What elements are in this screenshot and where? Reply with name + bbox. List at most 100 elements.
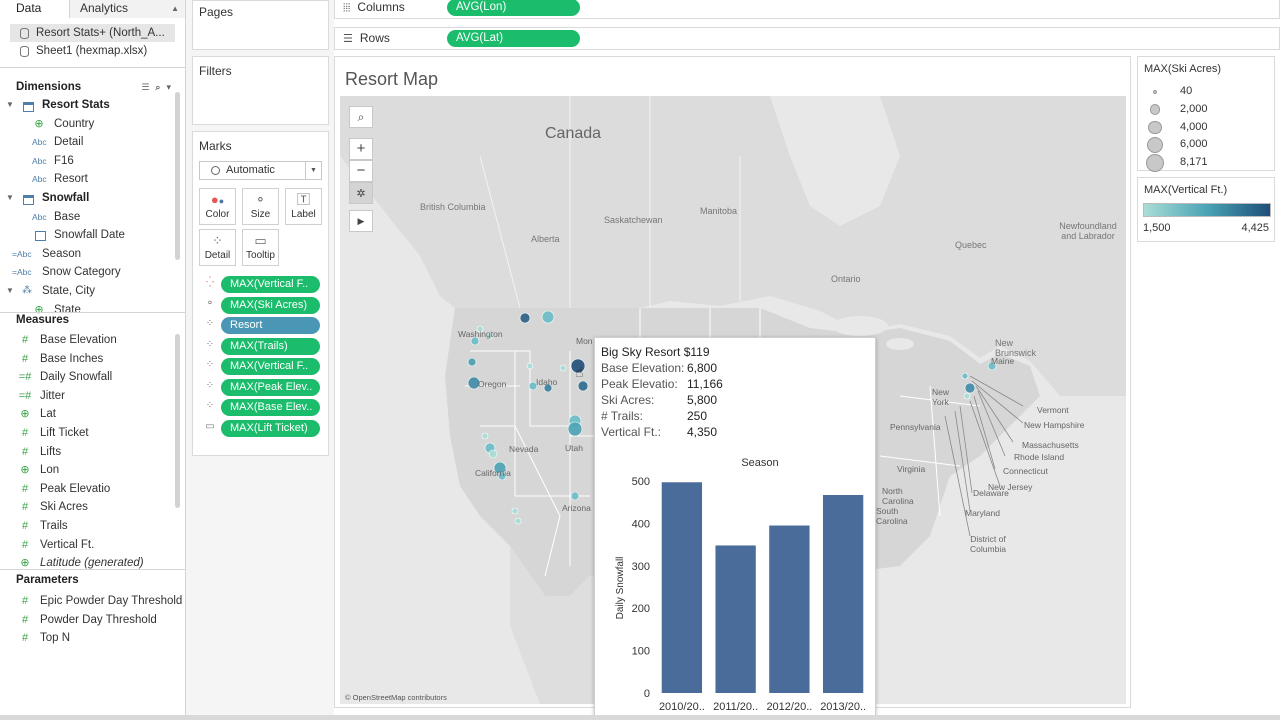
tab-data[interactable]: Data xyxy=(0,0,70,18)
marks-pill[interactable]: MAX(Peak Elev.. xyxy=(221,378,320,396)
field-lat[interactable]: ⊕ Lat xyxy=(0,405,186,424)
collapse-toggle-icon[interactable]: ▼ xyxy=(6,285,14,295)
resort-mark[interactable] xyxy=(481,432,489,440)
resort-mark[interactable] xyxy=(514,517,522,525)
zoom-in-button[interactable]: + xyxy=(349,138,373,160)
resort-mark[interactable] xyxy=(488,449,498,459)
datasource-resort-stats[interactable]: Resort Stats+ (North_A... xyxy=(10,24,175,42)
tooltip-icon[interactable]: ▭ xyxy=(205,420,215,432)
resort-mark[interactable] xyxy=(987,361,997,371)
field-resort[interactable]: Abc Resort xyxy=(0,170,185,189)
field-snowfall-date[interactable]: Snowfall Date xyxy=(0,226,185,245)
field-snow-category[interactable]: =Abc Snow Category xyxy=(0,263,185,282)
tooltip-button[interactable]: ▭ Tooltip xyxy=(242,229,279,266)
size-legend-item[interactable]: 6,000 xyxy=(1144,136,1264,154)
caret-icon[interactable]: ▲ xyxy=(171,4,179,13)
field-powder-day-threshold[interactable]: # Powder Day Threshold xyxy=(0,611,186,630)
resort-mark[interactable] xyxy=(528,381,538,391)
chevron-down-icon[interactable]: ▼ xyxy=(305,162,321,179)
columns-shelf[interactable]: ⦙⦙⦙ Columns AVG(Lon) xyxy=(334,0,1280,19)
resort-mark[interactable] xyxy=(470,336,480,346)
field-vertical-ft[interactable]: # Vertical Ft. xyxy=(0,536,186,555)
resort-mark[interactable] xyxy=(486,332,494,340)
dimensions-tools[interactable]: ☰⌕▾ xyxy=(141,82,177,92)
marks-pill[interactable]: MAX(Lift Ticket) xyxy=(221,419,320,437)
detail-icon[interactable]: ⁘ xyxy=(205,379,215,391)
field-top-n[interactable]: # Top N xyxy=(0,629,186,648)
marks-pill[interactable]: MAX(Trails) xyxy=(221,337,320,355)
size-legend-item[interactable]: 40 xyxy=(1144,83,1264,101)
field-country[interactable]: ⊕ Country xyxy=(0,115,185,134)
resort-mark[interactable] xyxy=(961,372,969,380)
rows-shelf[interactable]: ☰ Rows AVG(Lat) xyxy=(334,27,1280,50)
field-lon[interactable]: ⊕ Lon xyxy=(0,461,186,480)
reset-map-button[interactable]: ✲ xyxy=(349,182,373,204)
field-detail[interactable]: Abc Detail xyxy=(0,133,185,152)
field-base-elevation[interactable]: # Base Elevation xyxy=(0,331,186,350)
resort-mark[interactable] xyxy=(963,392,971,400)
dimensions-scrollbar[interactable] xyxy=(175,92,180,260)
tab-analytics[interactable]: Analytics ▲ xyxy=(70,0,185,18)
field-f16[interactable]: Abc F16 xyxy=(0,152,185,171)
datasource-hexmap[interactable]: Sheet1 (hexmap.xlsx) xyxy=(10,42,175,60)
resort-mark[interactable] xyxy=(511,507,519,515)
size-legend[interactable]: MAX(Ski Acres) 40 2,000 4,000 6,000 8,171 xyxy=(1137,56,1275,173)
marks-pill[interactable]: MAX(Vertical F.. xyxy=(221,358,320,375)
rows-pill[interactable]: AVG(Lat) xyxy=(447,30,580,47)
field-season[interactable]: =Abc Season xyxy=(0,245,185,264)
detail-icon[interactable]: ⁘ xyxy=(205,400,215,411)
size-icon[interactable]: ⚬ xyxy=(205,297,215,309)
field-base[interactable]: Abc Base xyxy=(0,208,185,227)
resort-mark[interactable] xyxy=(570,491,580,501)
field-peak-elevatio[interactable]: # Peak Elevatio xyxy=(0,480,186,499)
color-button[interactable]: ●● Color xyxy=(199,188,236,225)
size-legend-item[interactable]: 4,000 xyxy=(1144,119,1264,137)
resort-mark[interactable] xyxy=(567,421,583,437)
collapse-toggle-icon[interactable]: ▼ xyxy=(6,100,14,109)
mark-type-select[interactable]: Automatic ▼ xyxy=(199,161,322,180)
size-button[interactable]: ⚬ Size xyxy=(242,188,279,225)
color-legend[interactable]: MAX(Vertical Ft.) 1,500 4,425 xyxy=(1137,177,1275,242)
pages-card[interactable]: Pages xyxy=(192,0,329,50)
field-state-city[interactable]: ▼ ⁂ State, City xyxy=(0,282,185,301)
collapse-toggle-icon[interactable]: ▼ xyxy=(6,192,14,202)
field-latitude-generated[interactable]: ⊕ Latitude (generated) xyxy=(0,554,186,573)
field-trails[interactable]: # Trails xyxy=(0,517,186,536)
bottom-scrollbar[interactable] xyxy=(0,715,1280,720)
marks-pill[interactable]: Resort xyxy=(221,317,320,334)
color-icon[interactable]: ⁛ xyxy=(206,277,214,288)
field-jitter[interactable]: =# Jitter xyxy=(0,387,186,406)
resort-mark[interactable] xyxy=(964,382,976,394)
resort-mark[interactable] xyxy=(541,310,555,324)
size-legend-item[interactable]: 8,171 xyxy=(1144,154,1264,173)
field-lift-ticket[interactable]: # Lift Ticket xyxy=(0,424,186,443)
columns-pill[interactable]: AVG(Lon) xyxy=(447,0,580,16)
resort-mark[interactable] xyxy=(577,380,589,392)
filters-card[interactable]: Filters xyxy=(192,56,329,125)
resort-mark[interactable] xyxy=(467,376,481,390)
resort-mark[interactable] xyxy=(467,357,477,367)
resort-mark[interactable] xyxy=(526,362,534,370)
field-resort-stats[interactable]: ▼ Resort Stats xyxy=(0,96,185,115)
resort-mark[interactable] xyxy=(570,358,586,374)
detail-icon[interactable]: ⁘ xyxy=(205,359,215,370)
map-search-button[interactable]: ⌕ xyxy=(349,106,373,128)
resort-mark[interactable] xyxy=(519,312,531,324)
marks-pill[interactable]: MAX(Ski Acres) xyxy=(221,296,320,314)
resort-mark[interactable] xyxy=(497,471,507,481)
resort-mark[interactable] xyxy=(476,325,484,333)
resort-mark[interactable] xyxy=(543,383,553,393)
field-epic-powder-day-threshold[interactable]: # Epic Powder Day Threshold xyxy=(0,592,186,611)
resort-mark[interactable] xyxy=(559,364,567,372)
detail-button[interactable]: ⁘ Detail xyxy=(199,229,236,266)
detail-icon[interactable]: ⁘ xyxy=(205,338,215,350)
expand-toolbar-button[interactable]: ▶ xyxy=(349,210,373,232)
size-legend-item[interactable]: 2,000 xyxy=(1144,101,1264,119)
marks-pill[interactable]: MAX(Vertical F.. xyxy=(221,276,320,293)
detail-icon[interactable]: ⁘ xyxy=(205,318,215,329)
field-lifts[interactable]: # Lifts xyxy=(0,443,186,462)
measures-scrollbar[interactable] xyxy=(175,334,180,508)
map-attribution[interactable]: © OpenStreetMap contributors xyxy=(345,693,447,702)
marks-pill[interactable]: MAX(Base Elev.. xyxy=(221,399,320,416)
label-button[interactable]: 🅃 Label xyxy=(285,188,322,225)
